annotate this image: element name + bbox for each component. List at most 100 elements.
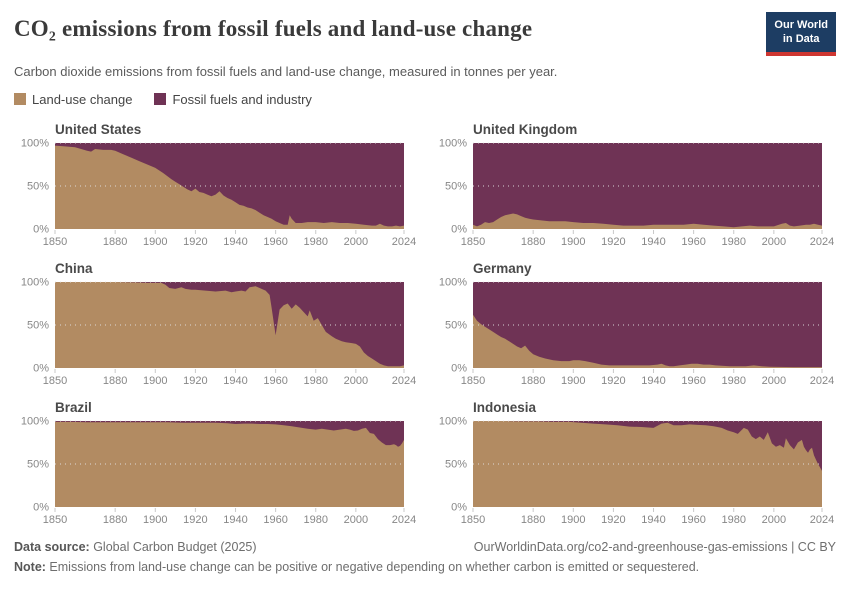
- x-tick-label: 1920: [601, 236, 625, 248]
- y-tick-label: 0%: [451, 501, 467, 513]
- y-tick-label: 100%: [21, 277, 49, 289]
- stacked-area-chart[interactable]: 0% 50% 100% 1850 1880 1900 1920 1940 1960 1980 200…: [432, 277, 836, 393]
- x-tick-label: 1920: [183, 514, 207, 526]
- x-tick-label: 1920: [183, 236, 207, 248]
- owid-logo[interactable]: Our World in Data: [766, 12, 836, 56]
- x-tick-label: 2024: [810, 236, 834, 248]
- x-tick-label: 1960: [681, 514, 705, 526]
- legend-label: Land-use change: [32, 91, 133, 107]
- country-title: Germany: [473, 260, 532, 276]
- x-tick-label: 1940: [223, 514, 247, 526]
- x-tick-label: 1920: [183, 375, 207, 387]
- x-tick-label: 1920: [601, 514, 625, 526]
- y-tick-label: 50%: [445, 180, 467, 192]
- x-tick-label: 1850: [461, 375, 485, 387]
- charts-grid: United States 0% 50% 100% 1850 1880 1900 1920 1…: [14, 115, 836, 532]
- land-use-area[interactable]: [473, 213, 822, 229]
- x-tick-label: 1850: [43, 236, 67, 248]
- land-use-area[interactable]: [473, 314, 822, 368]
- data-source-label: Data source:: [14, 539, 90, 554]
- y-tick-label: 50%: [445, 458, 467, 470]
- x-tick-label: 1960: [263, 236, 287, 248]
- y-tick-label: 100%: [439, 416, 467, 428]
- owid-logo-line2: in Data: [782, 33, 820, 46]
- land-use-area[interactable]: [473, 420, 822, 507]
- stacked-area-chart[interactable]: 0% 50% 100% 1850 1880 1900 1920 1940 1960 1980 200…: [14, 416, 418, 532]
- land-use-area[interactable]: [55, 421, 404, 507]
- legend-item-land-use[interactable]: Land-use change: [14, 92, 132, 107]
- x-tick-label: 1900: [143, 375, 167, 387]
- country-title: United States: [55, 121, 142, 137]
- y-tick-label: 0%: [33, 501, 49, 513]
- country-panel-germany: Germany 0% 50% 100% 1850 1880 1900 1920 1940 196…: [432, 254, 836, 393]
- chart-subtitle: Carbon dioxide emissions from fossil fue…: [14, 63, 558, 79]
- x-tick-label: 2000: [344, 236, 368, 248]
- x-tick-label: 1900: [143, 236, 167, 248]
- x-tick-label: 1900: [561, 236, 585, 248]
- x-tick-label: 2024: [810, 514, 834, 526]
- x-tick-label: 1850: [43, 514, 67, 526]
- x-tick-label: 1850: [43, 375, 67, 387]
- x-tick-label: 2000: [762, 375, 786, 387]
- x-tick-label: 2024: [392, 514, 416, 526]
- data-source: Data source: Global Carbon Budget (2025): [14, 540, 257, 554]
- x-tick-label: 2000: [344, 514, 368, 526]
- x-tick-label: 1980: [722, 514, 746, 526]
- x-tick-label: 1980: [304, 375, 328, 387]
- y-tick-label: 50%: [27, 180, 49, 192]
- country-title: China: [55, 260, 93, 276]
- country-panel-united-kingdom: United Kingdom 0% 50% 100% 1850 1880 1900 1920…: [432, 115, 836, 254]
- page-title: CO₂ emissions from fossil fuels and land…: [14, 16, 533, 41]
- x-tick-label: 1980: [304, 514, 328, 526]
- x-tick-label: 1880: [521, 375, 545, 387]
- y-tick-label: 100%: [21, 138, 49, 150]
- y-tick-label: 0%: [33, 362, 49, 374]
- x-tick-label: 1960: [263, 375, 287, 387]
- x-tick-label: 2000: [762, 514, 786, 526]
- note-label: Note:: [14, 559, 46, 574]
- x-tick-label: 1940: [223, 236, 247, 248]
- x-tick-label: 1960: [681, 375, 705, 387]
- x-tick-label: 1920: [601, 375, 625, 387]
- country-panel-china: China 0% 50% 100% 1850 1880 1900 1920 1940 1960 1…: [14, 254, 418, 393]
- footer-note: Note: Emissions from land-use change can…: [14, 560, 836, 574]
- y-tick-label: 100%: [439, 138, 467, 150]
- x-tick-label: 2000: [762, 236, 786, 248]
- land-use-area[interactable]: [55, 281, 404, 368]
- x-tick-label: 1960: [681, 236, 705, 248]
- x-tick-label: 2024: [392, 236, 416, 248]
- x-tick-label: 1880: [103, 514, 127, 526]
- land-use-area[interactable]: [55, 145, 404, 229]
- legend-item-fossil[interactable]: Fossil fuels and industry: [154, 92, 312, 107]
- x-tick-label: 1850: [461, 514, 485, 526]
- y-tick-label: 50%: [27, 458, 49, 470]
- legend: Land-use change Fossil fuels and industr…: [14, 92, 836, 107]
- x-tick-label: 2000: [344, 375, 368, 387]
- stacked-area-chart[interactable]: 0% 50% 100% 1850 1880 1900 1920 1940 1960 1980 200…: [14, 138, 418, 254]
- x-tick-label: 1940: [223, 375, 247, 387]
- x-tick-label: 1940: [641, 236, 665, 248]
- fossil-swatch-icon: [154, 93, 167, 106]
- x-tick-label: 1900: [561, 514, 585, 526]
- y-tick-label: 50%: [27, 319, 49, 331]
- y-tick-label: 0%: [451, 223, 467, 235]
- y-tick-label: 0%: [451, 362, 467, 374]
- x-tick-label: 1850: [461, 236, 485, 248]
- x-tick-label: 1880: [103, 236, 127, 248]
- country-title: Brazil: [55, 399, 92, 415]
- x-tick-label: 1880: [103, 375, 127, 387]
- stacked-area-chart[interactable]: 0% 50% 100% 1850 1880 1900 1920 1940 1960 1980 200…: [432, 416, 836, 532]
- stacked-area-chart[interactable]: 0% 50% 100% 1850 1880 1900 1920 1940 1960 1980 200…: [432, 138, 836, 254]
- land-use-swatch-icon: [14, 93, 26, 106]
- license-link[interactable]: OurWorldinData.org/co2-and-greenhouse-ga…: [473, 539, 836, 554]
- page: CO₂ emissions from fossil fuels and land…: [14, 12, 836, 574]
- country-panel-united-states: United States 0% 50% 100% 1850 1880 1900 1920 1…: [14, 115, 418, 254]
- stacked-area-chart[interactable]: 0% 50% 100% 1850 1880 1900 1920 1940 1960 1980 200…: [14, 277, 418, 393]
- x-tick-label: 1900: [143, 514, 167, 526]
- x-tick-label: 1960: [263, 514, 287, 526]
- owid-logo-line1: Our World: [774, 19, 828, 31]
- country-panel-brazil: Brazil 0% 50% 100% 1850 1880 1900 1920 1940 1960…: [14, 393, 418, 532]
- footer: Data source: Global Carbon Budget (2025)…: [14, 540, 836, 574]
- fossil-area[interactable]: [473, 142, 822, 229]
- x-tick-label: 2024: [810, 375, 834, 387]
